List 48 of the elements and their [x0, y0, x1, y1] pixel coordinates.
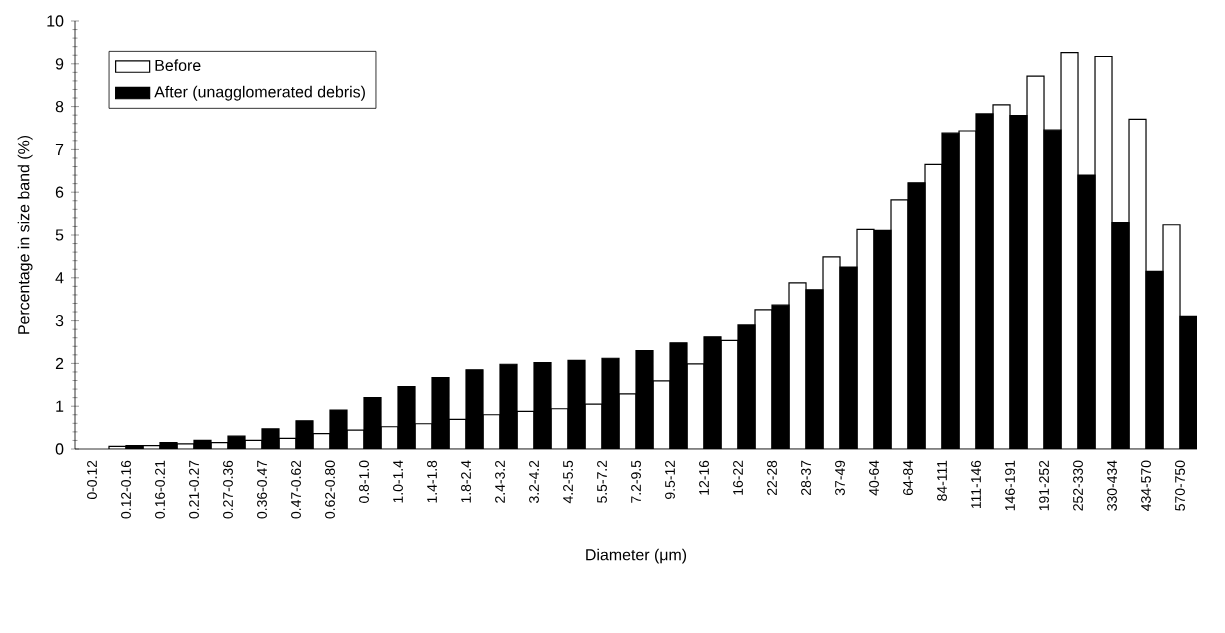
x-axis-title: Diameter (μm) — [586, 548, 687, 564]
x-tick-label: 330-434 — [1107, 460, 1117, 511]
y-tick-label: 0 — [55, 443, 64, 455]
x-tick-label: 2.4-3.2 — [495, 460, 505, 503]
x-tick-label: 9.5-12 — [665, 460, 675, 499]
x-tick-label: 84-111 — [937, 460, 947, 501]
x-tick-label: 3.2-4.2 — [529, 460, 539, 503]
y-tick-label: 4 — [55, 272, 64, 284]
y-tick-label: 5 — [55, 229, 64, 241]
x-tick-label: 5.5-7.2 — [597, 460, 607, 503]
x-tick-label: 1.4-1.8 — [427, 460, 437, 503]
x-tick-label: 64-84 — [903, 460, 913, 495]
x-tick-label: 7.2-9.5 — [631, 460, 641, 503]
x-tick-label: 0.47-0.62 — [291, 460, 301, 519]
x-tick-label: 0.27-0.36 — [223, 460, 233, 519]
x-tick-label: 1.0-1.4 — [393, 460, 403, 503]
legend-label: After (unagglomerated debris) — [154, 85, 365, 101]
y-tick-label: 7 — [55, 143, 64, 155]
x-tick-label: 1.8-2.4 — [461, 460, 471, 503]
y-tick-label: 2 — [55, 357, 64, 369]
y-tick-label: 10 — [47, 15, 64, 27]
y-tick-label: 1 — [56, 400, 64, 412]
x-tick-label: 0.62-0.80 — [325, 460, 335, 519]
x-tick-label: 191-252 — [1039, 460, 1049, 511]
y-tick-label: 8 — [55, 100, 64, 113]
x-tick-label: 570-750 — [1175, 460, 1185, 511]
x-tick-label: 12-16 — [699, 460, 709, 495]
x-tick-label: 111-146 — [971, 460, 981, 509]
x-tick-label: 0.16-0.21 — [155, 460, 165, 519]
y-tick-label: 9 — [55, 58, 64, 70]
x-tick-label: 40-64 — [869, 460, 879, 496]
x-tick-label: 4.2-5.5 — [563, 460, 573, 504]
x-tick-label: 434-570 — [1141, 460, 1151, 511]
x-tick-label: 0.8-1.0 — [359, 460, 369, 503]
x-tick-label: 252-330 — [1073, 460, 1083, 511]
y-tick-label: 3 — [55, 314, 64, 327]
y-tick-label: 6 — [55, 186, 64, 198]
x-tick-label: 0.36-0.47 — [257, 460, 267, 519]
x-tick-label: 28-37 — [801, 460, 811, 496]
x-tick-label: 37-49 — [835, 460, 845, 496]
x-tick-label: 146-191 — [1005, 460, 1015, 511]
legend-label: Before — [155, 59, 201, 72]
x-tick-label: 0.12-0.16 — [121, 460, 131, 519]
x-tick-label: 16-22 — [733, 460, 743, 495]
x-tick-label: 0.21-0.27 — [189, 460, 199, 519]
y-axis-title: Percentage in size band (%) — [17, 135, 33, 334]
x-tick-label: 22-28 — [767, 460, 777, 496]
x-tick-label: 0-0.12 — [87, 460, 97, 500]
